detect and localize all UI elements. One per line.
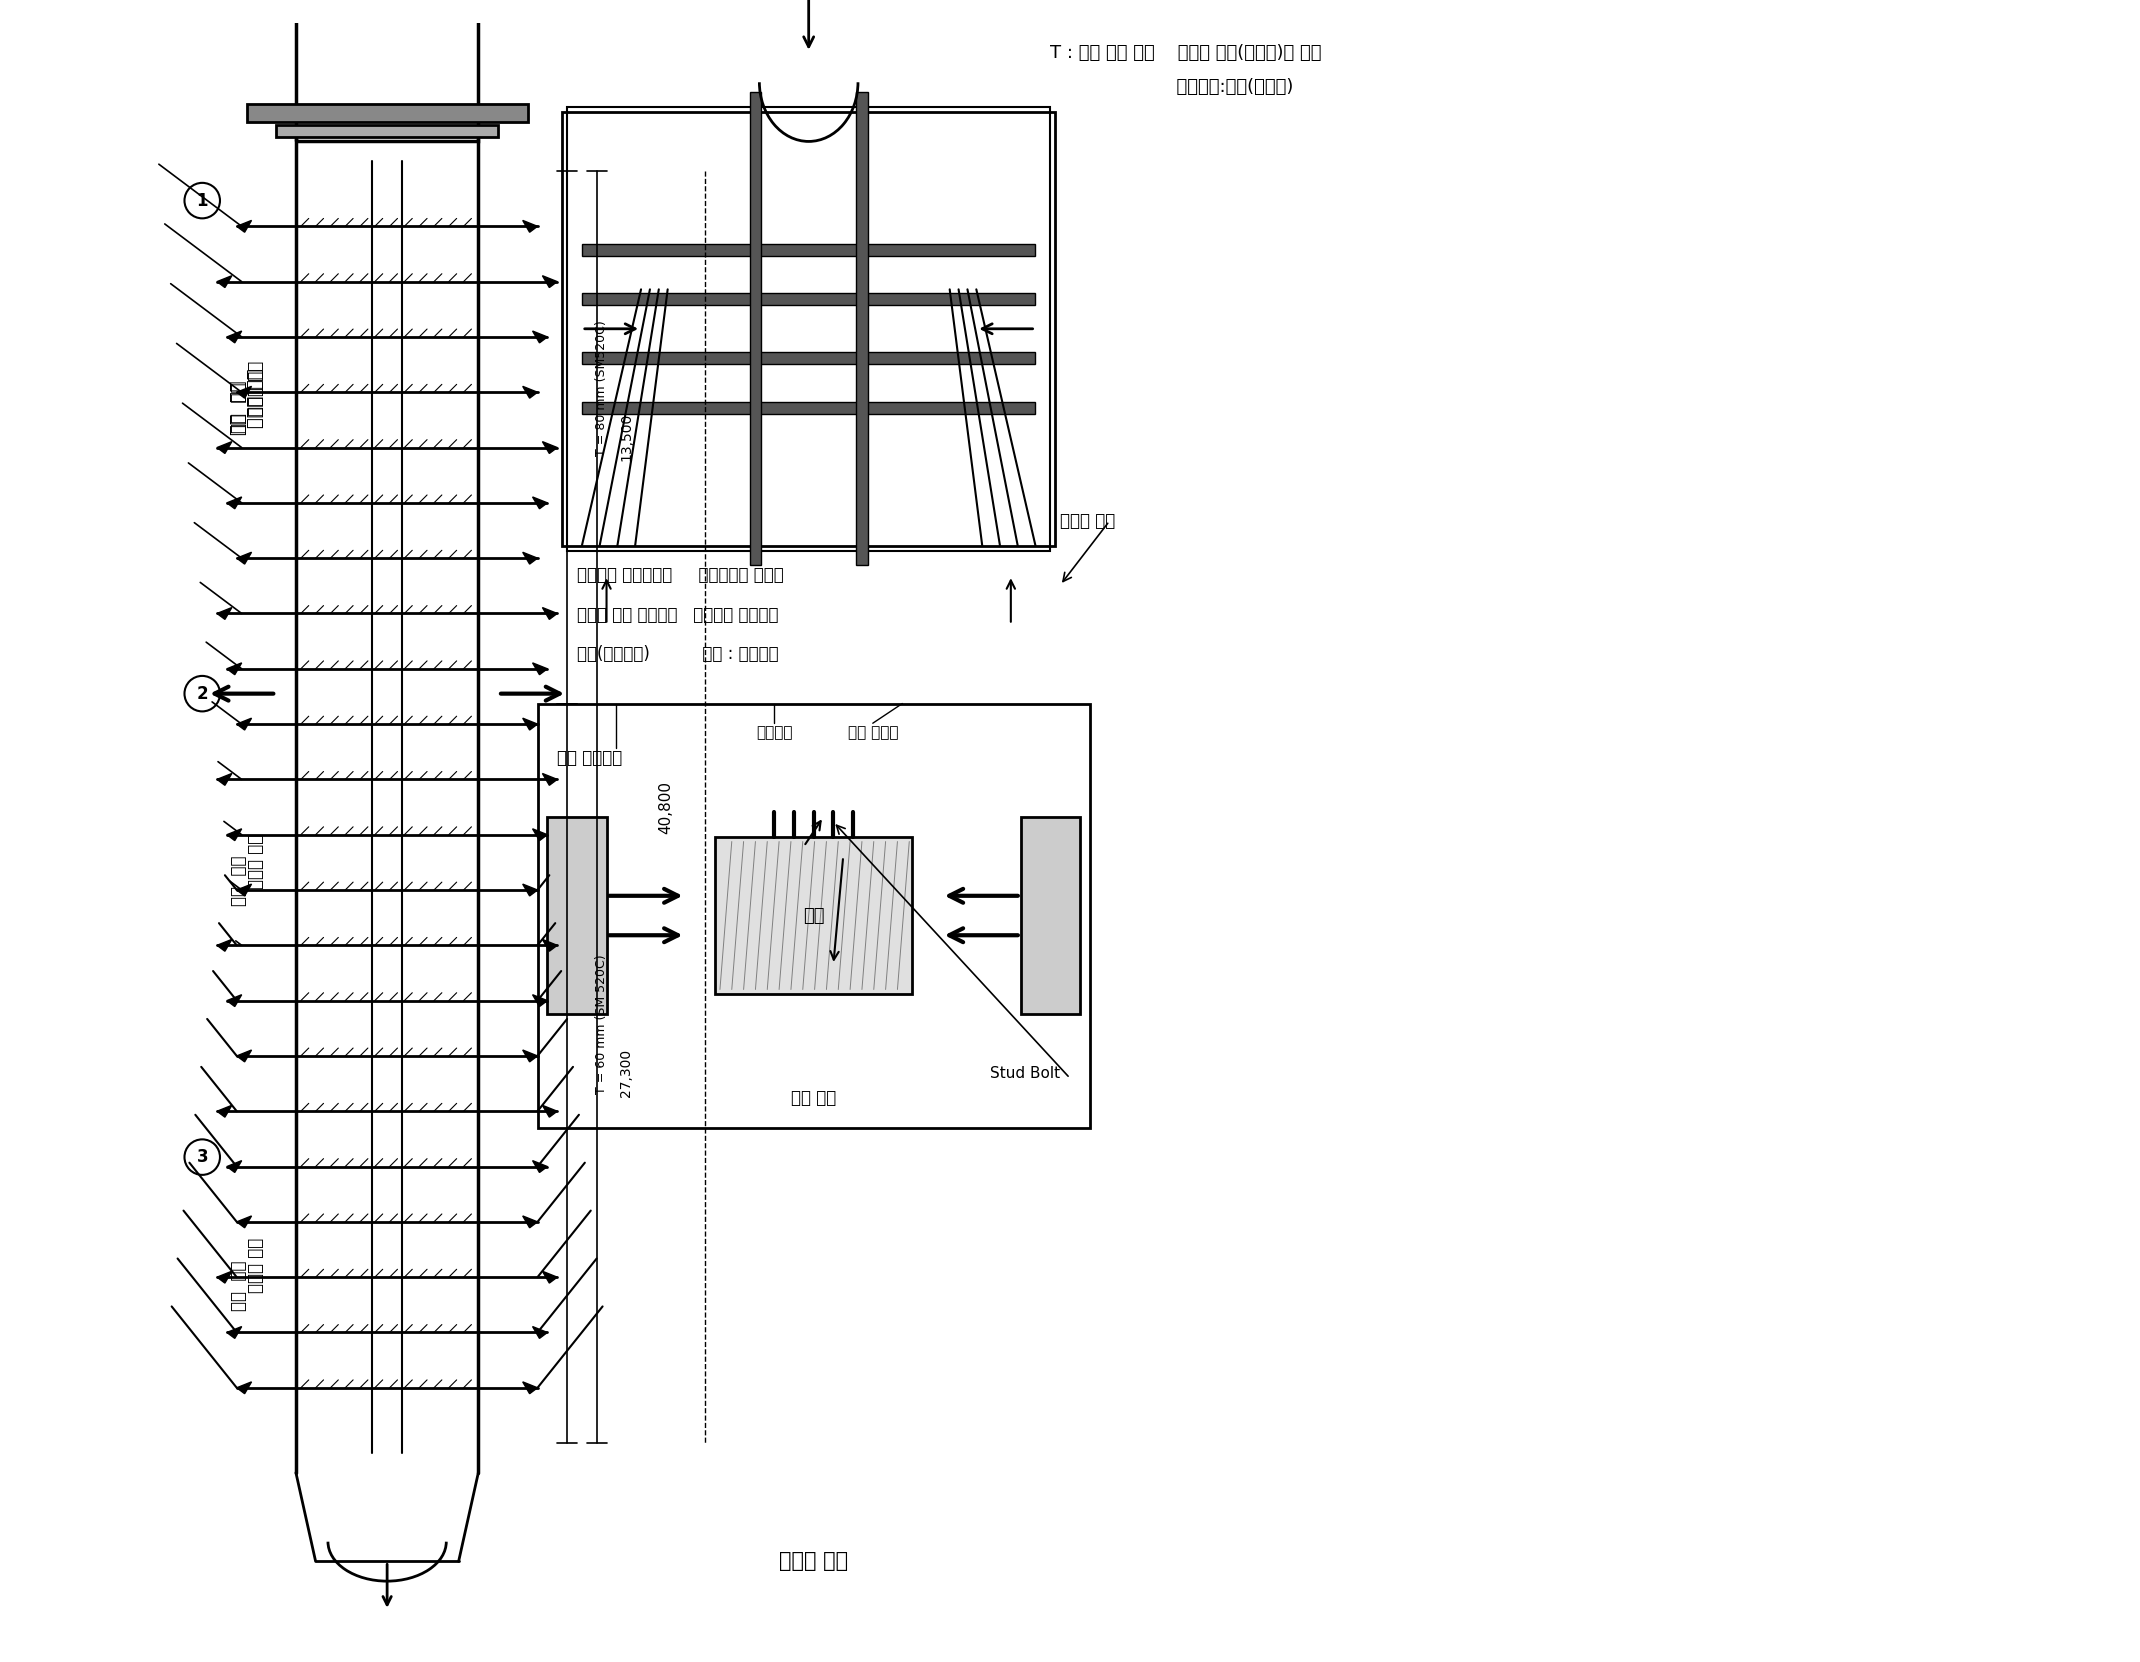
Text: 전면 플랜지: 전면 플랜지 bbox=[847, 726, 899, 741]
Bar bbox=[537, 703, 1089, 1127]
Polygon shape bbox=[238, 718, 253, 730]
Polygon shape bbox=[522, 386, 537, 399]
Polygon shape bbox=[541, 773, 556, 786]
Polygon shape bbox=[533, 497, 548, 509]
Polygon shape bbox=[238, 221, 253, 233]
Polygon shape bbox=[216, 608, 231, 620]
Text: 40,800: 40,800 bbox=[659, 781, 674, 834]
Polygon shape bbox=[216, 1271, 231, 1283]
Polygon shape bbox=[541, 1271, 556, 1283]
Text: T : 강각 웨브 두께    케이블 장력(수평력)에 관한: T : 강각 웨브 두께 케이블 장력(수평력)에 관한 bbox=[1051, 43, 1323, 61]
Text: T = 80 mm (SM520C): T = 80 mm (SM520C) bbox=[595, 321, 608, 455]
Polygon shape bbox=[533, 996, 548, 1007]
Bar bbox=[548, 818, 606, 1014]
Text: 칠근 콘크리트: 칠근 콘크리트 bbox=[556, 750, 623, 766]
Polygon shape bbox=[238, 1217, 253, 1228]
Polygon shape bbox=[522, 1381, 537, 1394]
Polygon shape bbox=[227, 829, 242, 841]
Polygon shape bbox=[541, 1105, 556, 1117]
Polygon shape bbox=[227, 1326, 242, 1338]
Polygon shape bbox=[522, 552, 537, 563]
Text: 주탑전체 구조로서의     싱착제부터 주탑에: 주탑전체 구조로서의 싱착제부터 주탑에 bbox=[578, 567, 783, 585]
Polygon shape bbox=[227, 996, 242, 1007]
Text: 가설  블럭: 가설 블럭 bbox=[229, 381, 248, 435]
Polygon shape bbox=[216, 442, 231, 454]
Text: Stud Bolt: Stud Bolt bbox=[991, 1065, 1059, 1080]
Bar bbox=[856, 91, 869, 565]
Polygon shape bbox=[541, 939, 556, 951]
Polygon shape bbox=[238, 552, 253, 563]
Polygon shape bbox=[238, 1381, 253, 1394]
Bar bbox=[563, 111, 1055, 545]
Text: 외력에 대한 저항부재   연직력을 진달하는: 외력에 대한 저항부재 연직력을 진달하는 bbox=[578, 605, 779, 623]
Bar bbox=[715, 836, 912, 994]
Text: 가설  블럭: 가설 블럭 bbox=[229, 1260, 248, 1311]
Bar bbox=[276, 125, 499, 136]
Text: 강각: 강각 bbox=[802, 906, 824, 924]
Text: 정착부 단면: 정착부 단면 bbox=[779, 1551, 847, 1571]
Bar bbox=[582, 352, 1036, 364]
Polygon shape bbox=[227, 663, 242, 675]
Polygon shape bbox=[522, 1217, 537, 1228]
Polygon shape bbox=[522, 1050, 537, 1062]
Polygon shape bbox=[227, 331, 242, 342]
Polygon shape bbox=[533, 829, 548, 841]
Polygon shape bbox=[533, 1326, 548, 1338]
Polygon shape bbox=[522, 718, 537, 730]
Polygon shape bbox=[533, 331, 548, 342]
Text: 1: 1 bbox=[197, 191, 208, 209]
Text: 케이블 정착: 케이블 정착 bbox=[248, 834, 265, 889]
Text: 지항부재:강각(정착시): 지항부재:강각(정착시) bbox=[1051, 78, 1295, 96]
Polygon shape bbox=[238, 1050, 253, 1062]
Bar bbox=[749, 91, 762, 565]
Polygon shape bbox=[216, 773, 231, 786]
Polygon shape bbox=[216, 276, 231, 288]
Text: T = 60 mm (SM 520C): T = 60 mm (SM 520C) bbox=[595, 954, 608, 1094]
Text: 3: 3 bbox=[197, 1148, 208, 1167]
Text: 정착기디: 정착기디 bbox=[755, 726, 792, 741]
Bar bbox=[1021, 818, 1081, 1014]
Bar bbox=[567, 106, 1051, 550]
Polygon shape bbox=[522, 884, 537, 896]
Polygon shape bbox=[238, 386, 253, 399]
Polygon shape bbox=[227, 497, 242, 509]
Bar bbox=[582, 402, 1036, 414]
Polygon shape bbox=[541, 276, 556, 288]
Polygon shape bbox=[541, 608, 556, 620]
Text: 가설  블럭: 가설 블럭 bbox=[229, 382, 248, 432]
Polygon shape bbox=[541, 442, 556, 454]
Bar bbox=[582, 244, 1036, 256]
Bar bbox=[246, 105, 529, 121]
Polygon shape bbox=[227, 1160, 242, 1172]
Text: 측면 웨브: 측면 웨브 bbox=[792, 1089, 837, 1107]
Polygon shape bbox=[216, 939, 231, 951]
Text: 주탑(콘크리트)          부재 : 시시블숙: 주탑(콘크리트) 부재 : 시시블숙 bbox=[578, 645, 779, 663]
Polygon shape bbox=[238, 884, 253, 896]
Text: 케이블 정착: 케이블 정착 bbox=[248, 1238, 265, 1293]
Polygon shape bbox=[216, 1105, 231, 1117]
Text: 케이블 정착: 케이블 정착 bbox=[248, 367, 265, 427]
Text: 13,500: 13,500 bbox=[618, 414, 633, 462]
Text: 케이블 정착: 케이블 정착 bbox=[248, 361, 265, 416]
Bar bbox=[582, 293, 1036, 306]
Text: 가설  블럭: 가설 블럭 bbox=[229, 856, 248, 906]
Text: 2: 2 bbox=[197, 685, 208, 703]
Polygon shape bbox=[522, 221, 537, 233]
Polygon shape bbox=[533, 1160, 548, 1172]
Text: 케이블 장력: 케이블 장력 bbox=[1059, 512, 1115, 530]
Text: 27,300: 27,300 bbox=[618, 1049, 633, 1097]
Bar bbox=[295, 0, 479, 141]
Polygon shape bbox=[533, 663, 548, 675]
